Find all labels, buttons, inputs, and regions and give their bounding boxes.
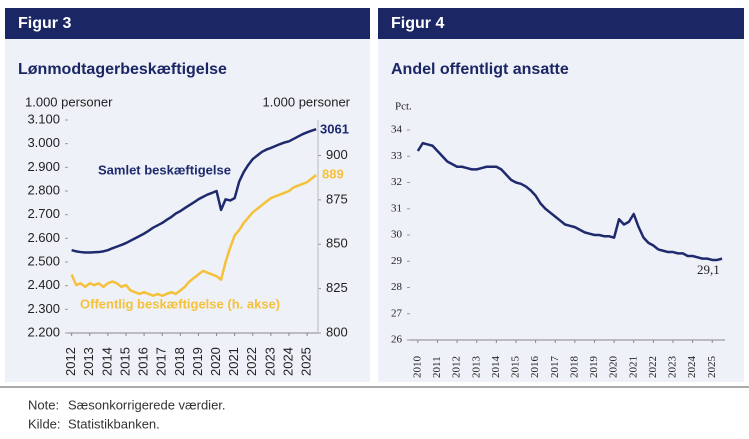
y-axis-label: Pct. xyxy=(395,101,412,113)
source-label: Kilde: xyxy=(28,416,61,431)
y-tick-label: 2.300 xyxy=(27,301,60,316)
x-tick-label: 2013 xyxy=(81,347,96,376)
x-tick-label: 2019 xyxy=(190,347,205,376)
y2-tick-label: 850 xyxy=(326,236,348,251)
x-tick-label: 2017 xyxy=(154,347,169,376)
y-tick-label: 2.700 xyxy=(27,206,60,221)
x-tick-label: 2023 xyxy=(667,356,679,379)
x-tick-label: 2020 xyxy=(208,347,223,376)
panel-header xyxy=(378,8,744,39)
y-tick-label: 3.000 xyxy=(27,135,60,150)
x-tick-label: 2014 xyxy=(99,347,114,376)
x-tick-label: 2024 xyxy=(686,356,698,379)
x-tick-label: 2023 xyxy=(262,347,277,376)
x-tick-label: 2022 xyxy=(244,347,259,376)
y-tick-label: 28 xyxy=(391,281,403,293)
x-tick-label: 2015 xyxy=(510,356,522,379)
y-tick-label: 2.200 xyxy=(27,324,60,339)
y-tick-label: 2.800 xyxy=(27,182,60,197)
y-tick-label: 33 xyxy=(391,150,403,162)
line xyxy=(71,128,317,254)
end-label: 29,1 xyxy=(697,262,720,277)
figure-label: Figur 4 xyxy=(391,15,444,32)
x-tick-label: 2016 xyxy=(136,347,151,376)
line xyxy=(416,141,723,262)
end-label: 889 xyxy=(322,166,344,181)
source: Statistikbanken. xyxy=(68,416,160,431)
x-tick-label: 2013 xyxy=(470,356,482,379)
y-tick-label: 27 xyxy=(391,307,403,319)
panel xyxy=(378,8,744,382)
note-label: Note: xyxy=(28,397,59,412)
x-tick-label: 2016 xyxy=(529,356,541,379)
panel-header xyxy=(5,8,370,39)
x-tick-label: 2020 xyxy=(608,356,620,379)
y2-axis-label: 1.000 personer xyxy=(263,94,351,109)
y-tick-label: 2.400 xyxy=(27,277,60,292)
y-tick-label: 34 xyxy=(391,124,403,136)
x-tick-label: 2011 xyxy=(431,356,443,378)
series-label: Samlet beskæftigelse xyxy=(98,162,231,177)
note: Sæsonkorrigerede værdier. xyxy=(68,397,226,412)
y2-tick-label: 875 xyxy=(326,191,348,206)
x-tick-label: 2012 xyxy=(63,347,78,376)
x-tick-label: 2018 xyxy=(568,356,580,379)
series-label: Offentlig beskæftigelse (h. akse) xyxy=(80,296,280,311)
chart-title: Andel offentligt ansatte xyxy=(391,61,569,78)
y-tick-label: 29 xyxy=(391,255,403,267)
y2-tick-label: 900 xyxy=(326,147,348,162)
y-tick-label: 2.900 xyxy=(27,159,60,174)
x-tick-label: 2025 xyxy=(299,347,314,376)
y-axis-label: 1.000 personer xyxy=(25,94,113,109)
x-tick-label: 2012 xyxy=(451,356,463,378)
x-tick-label: 2019 xyxy=(588,356,600,379)
y-tick-label: 2.600 xyxy=(27,230,60,245)
y2-tick-label: 800 xyxy=(326,324,348,339)
x-tick-label: 2025 xyxy=(706,356,718,379)
x-tick-label: 2021 xyxy=(226,347,241,376)
figure-label: Figur 3 xyxy=(18,15,71,32)
chart-title: Lønmodtagerbeskæftigelse xyxy=(18,61,227,78)
y-tick-label: 32 xyxy=(391,176,402,188)
x-tick-label: 2022 xyxy=(647,356,659,378)
y2-tick-label: 825 xyxy=(326,280,348,295)
x-tick-label: 2010 xyxy=(411,356,423,379)
x-tick-label: 2014 xyxy=(490,356,502,378)
line xyxy=(70,174,317,297)
x-tick-label: 2024 xyxy=(280,347,295,376)
y-tick-label: 30 xyxy=(391,229,403,241)
y-tick-label: 2.500 xyxy=(27,253,60,268)
y-tick-label: 26 xyxy=(391,334,403,346)
y-tick-label: 3.100 xyxy=(27,111,60,126)
x-tick-label: 2021 xyxy=(627,356,639,378)
y-tick-label: 31 xyxy=(391,202,402,214)
x-tick-label: 2018 xyxy=(172,347,187,376)
x-tick-label: 2015 xyxy=(117,347,132,376)
end-label: 3061 xyxy=(320,121,349,136)
x-tick-label: 2017 xyxy=(549,356,561,379)
panel xyxy=(5,8,370,382)
